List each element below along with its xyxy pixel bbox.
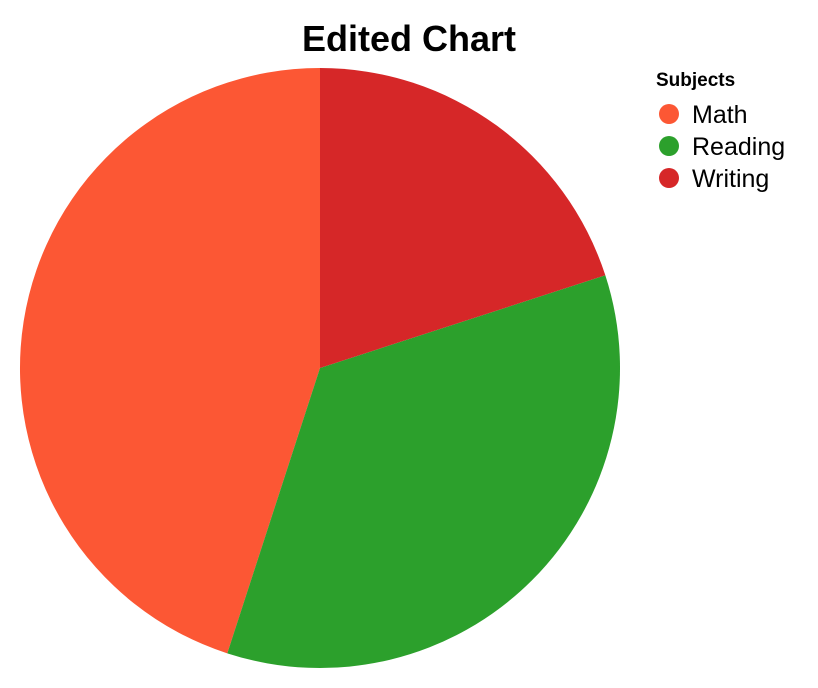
legend-item-writing: Writing	[659, 165, 769, 193]
pie-slice-reading	[227, 275, 621, 669]
legend: Subjects Math Reading Writing	[656, 70, 785, 193]
legend-swatch-reading	[659, 136, 679, 156]
pie-slices	[19, 68, 621, 669]
legend-swatch-math	[659, 104, 679, 124]
legend-item-math: Math	[659, 101, 748, 129]
legend-title: Subjects	[656, 70, 735, 91]
legend-swatch-writing	[659, 168, 679, 188]
pie-slice-math	[19, 68, 321, 654]
legend-item-reading: Reading	[659, 133, 785, 161]
pie-slice-writing	[320, 68, 606, 368]
legend-label-writing: Writing	[692, 165, 769, 193]
legend-label-math: Math	[692, 101, 748, 129]
chart-title: Edited Chart	[302, 18, 516, 59]
legend-items: Math Reading Writing	[659, 101, 785, 193]
legend-label-reading: Reading	[692, 133, 785, 161]
